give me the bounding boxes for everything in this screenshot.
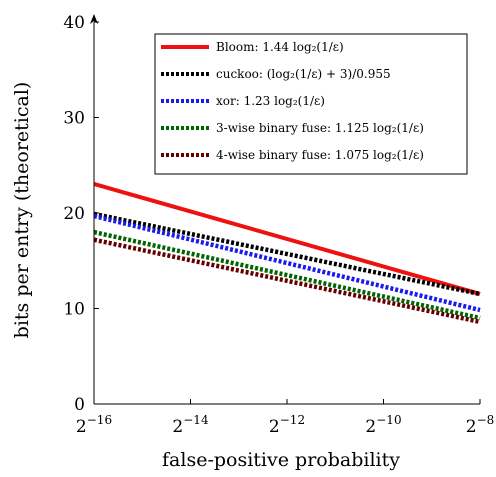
series-line-2 (93, 211, 481, 297)
x-tick-exponent: −12 (280, 413, 305, 427)
series-line-1 (93, 182, 481, 296)
y-tick-label: 10 (63, 300, 85, 320)
legend-entry-label: 3-wise binary fuse: 1.125 log₂(1/ε) (216, 121, 424, 135)
x-tick-base: 2 (466, 417, 477, 437)
y-ticks: 0 10 20 30 40 (63, 13, 99, 415)
x-tick-label: 2−8 (466, 413, 495, 437)
legend: Bloom: 1.44 log₂(1/ε) cuckoo: (log₂(1/ε) … (154, 33, 468, 175)
series-line-4 (93, 229, 481, 321)
x-tick-label: 2−12 (269, 413, 305, 437)
legend-entry-label: cuckoo: (log₂(1/ε) + 3)/0.955 (216, 67, 391, 81)
x-ticks: 2−16 2−14 2−12 2−10 2−8 (76, 399, 494, 437)
series-line-5 (93, 237, 481, 325)
x-tick-exponent: −8 (477, 413, 495, 427)
y-tick-label: 0 (74, 395, 85, 415)
x-tick-label: 2−14 (172, 413, 209, 437)
legend-items: Bloom: 1.44 log₂(1/ε) cuckoo: (log₂(1/ε) … (161, 40, 424, 162)
legend-entry-label: xor: 1.23 log₂(1/ε) (216, 94, 325, 108)
y-axis-label: bits per entry (theoretical) (11, 82, 33, 339)
legend-entry-label: Bloom: 1.44 log₂(1/ε) (216, 40, 344, 54)
x-tick-label: 2−10 (365, 413, 401, 437)
x-tick-base: 2 (365, 417, 376, 437)
y-tick-label: 20 (63, 204, 85, 224)
x-tick-exponent: −14 (183, 413, 209, 427)
x-axis-label: false-positive probability (162, 449, 400, 471)
x-tick-exponent: −10 (376, 413, 401, 427)
series-line-3 (93, 213, 481, 313)
y-tick-label: 40 (63, 13, 85, 33)
y-tick-label: 30 (63, 109, 85, 129)
x-tick-exponent: −16 (87, 413, 112, 427)
legend-box (154, 33, 468, 175)
x-tick-label: 2−16 (76, 413, 112, 437)
x-tick-base: 2 (269, 417, 280, 437)
legend-entry-label: 4-wise binary fuse: 1.075 log₂(1/ε) (216, 148, 424, 162)
plot-lines (93, 182, 481, 325)
x-tick-base: 2 (172, 417, 183, 437)
x-tick-base: 2 (76, 417, 87, 437)
